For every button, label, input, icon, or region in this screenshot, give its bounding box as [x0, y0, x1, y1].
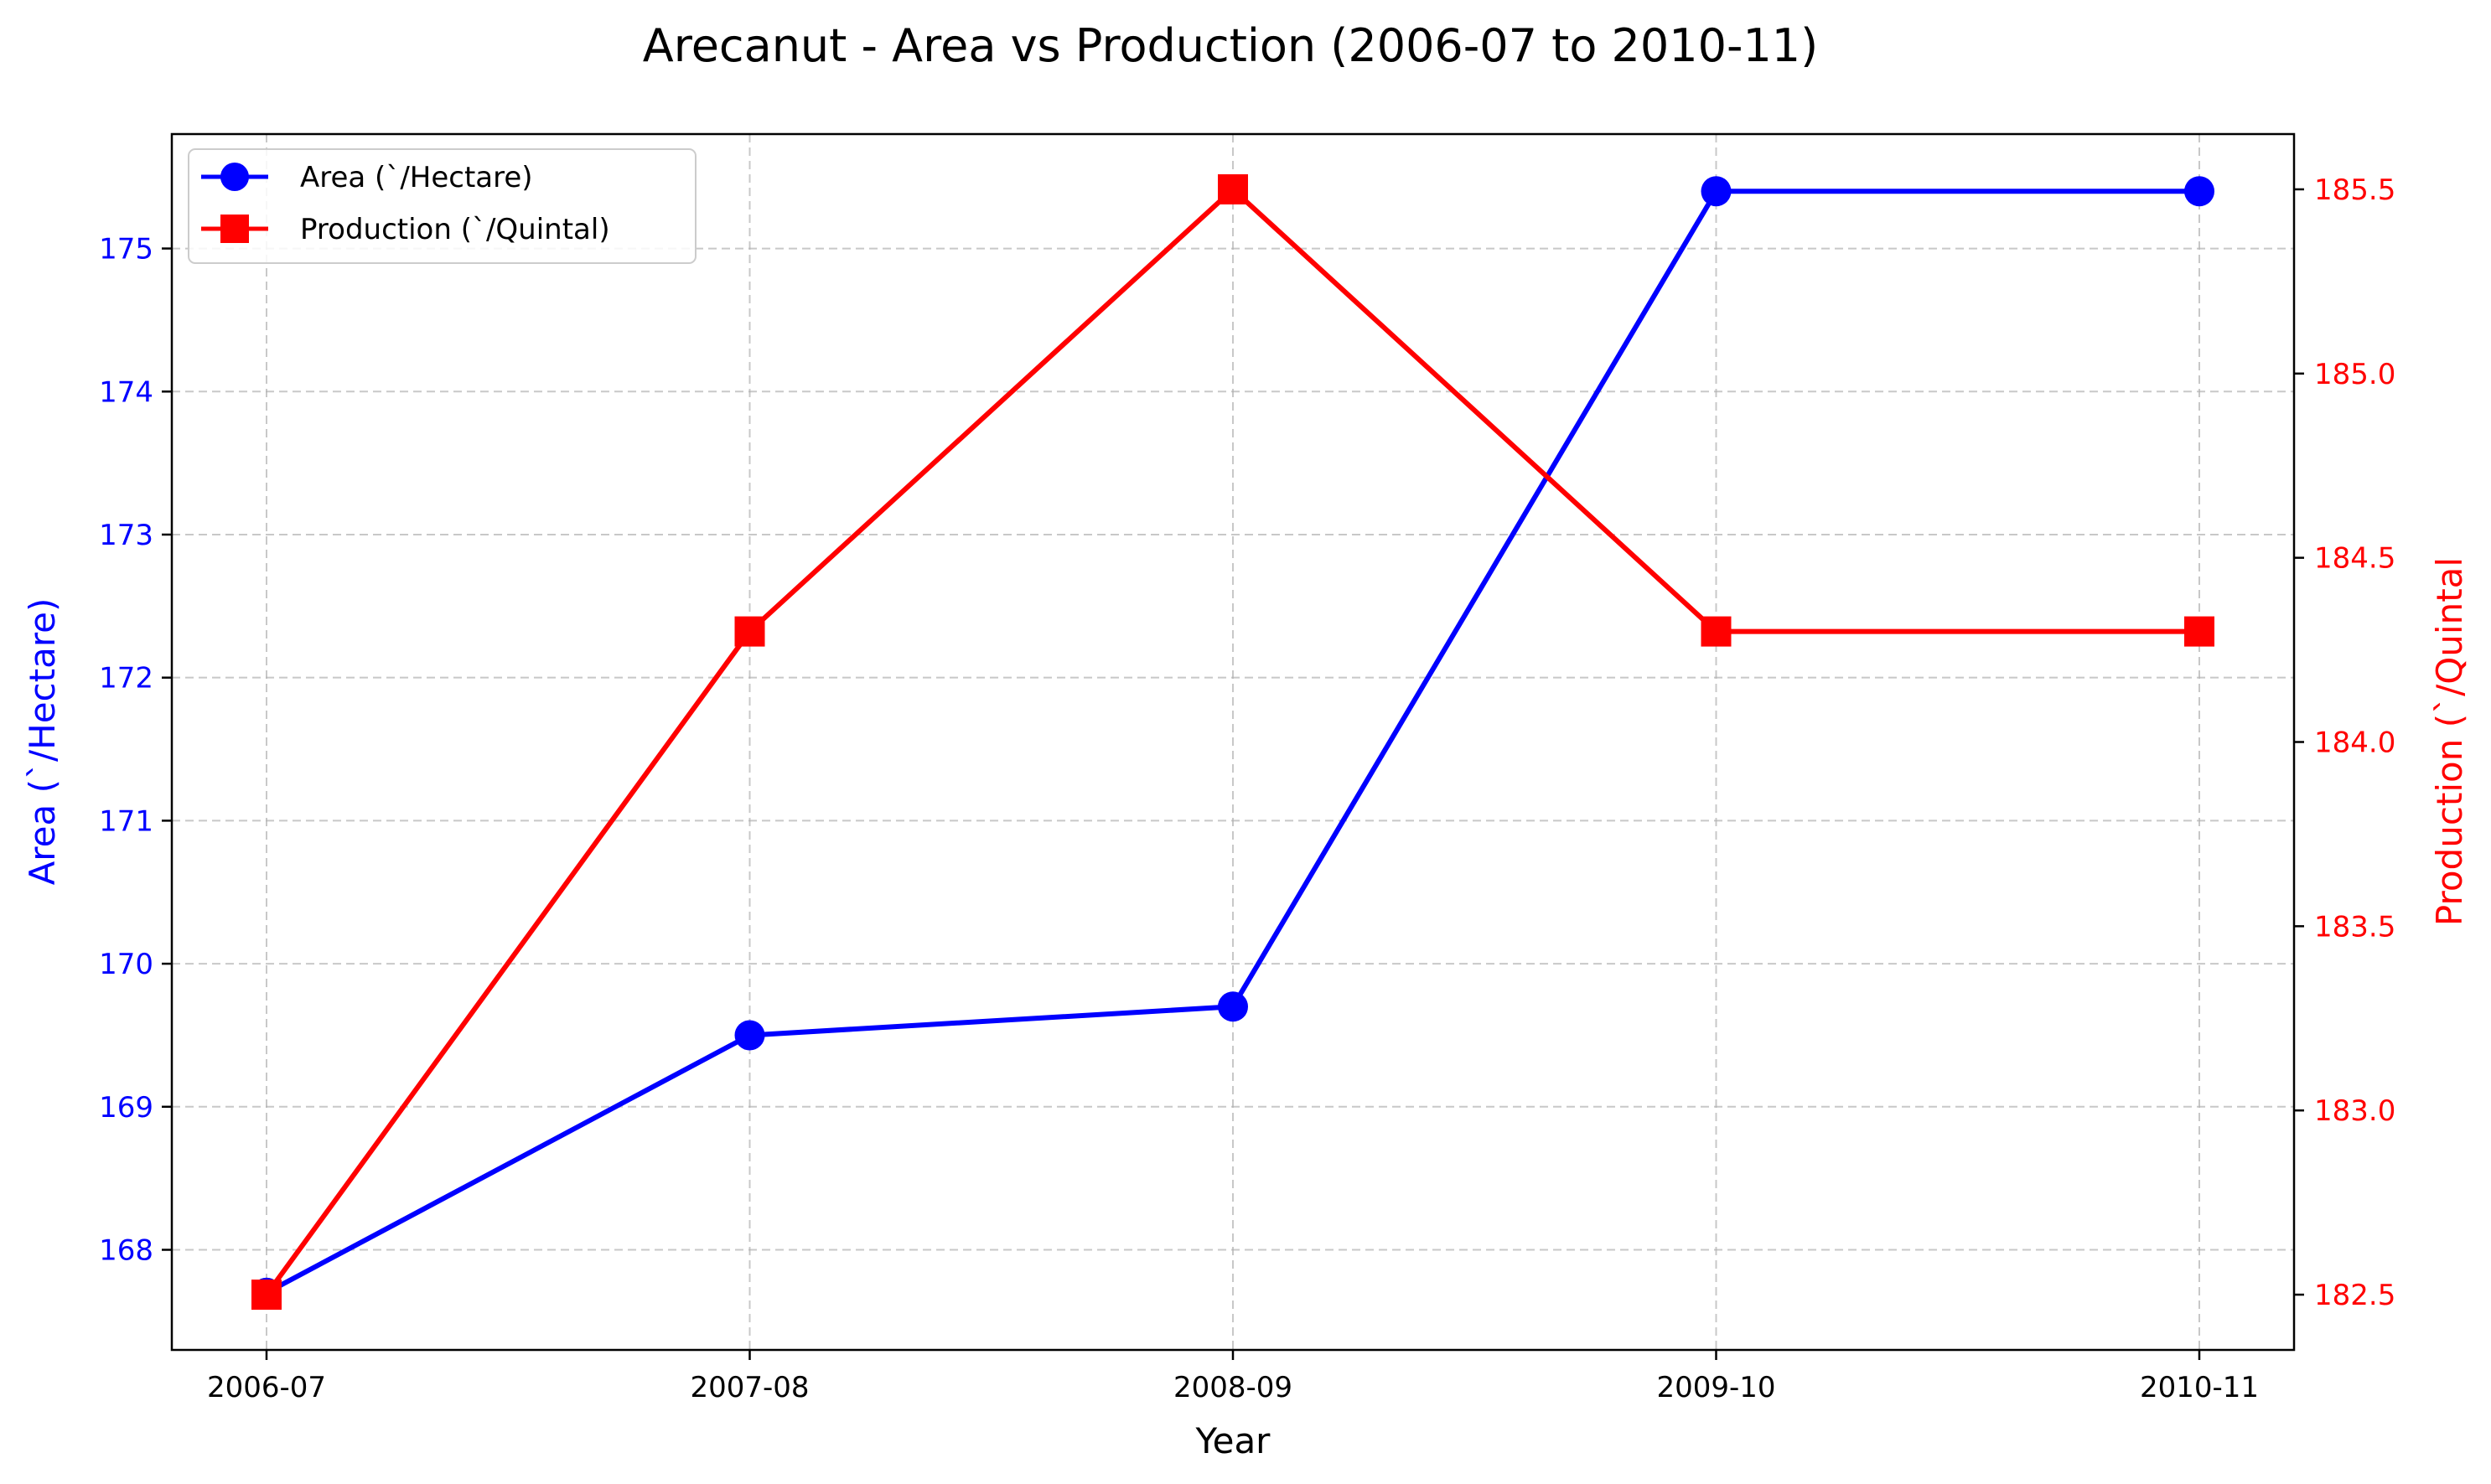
- y-left-tick-label: 170: [99, 948, 153, 981]
- legend-marker-production: [220, 215, 249, 243]
- legend: Area (`/Hectare) Production (`/Quintal): [188, 148, 697, 264]
- axes: 2006-07 2007-08 2008-09 2009-10 2010-11 168 16…: [99, 173, 2395, 1404]
- series-layer: [251, 173, 2214, 1311]
- y-right-tick-label: 183.0: [2314, 1094, 2395, 1128]
- legend-box: [188, 148, 697, 264]
- x-tick-label: 2008-09: [1173, 1371, 1292, 1404]
- x-tick-label: 2007-08: [690, 1371, 809, 1404]
- y-left-tick-label: 174: [99, 375, 153, 409]
- y-right-tick-label: 185.5: [2314, 173, 2395, 207]
- data-point-production: [1701, 616, 1732, 647]
- y-right-tick-label: 183.5: [2314, 910, 2395, 944]
- y-axis-right-title: Production (`/Quintal: [2429, 557, 2470, 926]
- data-point-production: [1218, 173, 1248, 204]
- data-point-area: [1701, 176, 1732, 207]
- x-tick-label: 2006-07: [207, 1371, 326, 1404]
- y-left-tick-label: 168: [99, 1234, 153, 1268]
- y-left-tick-label: 171: [99, 804, 153, 838]
- y-right-tick-label: 184.5: [2314, 542, 2395, 576]
- legend-marker-area: [220, 163, 249, 191]
- data-point-area: [2184, 176, 2214, 207]
- data-point-area: [734, 1020, 765, 1051]
- y-left-tick-label: 172: [99, 662, 153, 695]
- x-axis-title: Year: [1195, 1420, 1271, 1461]
- y-left-tick-label: 173: [99, 519, 153, 552]
- y-right-tick-label: 184.0: [2314, 726, 2395, 760]
- data-point-production: [2184, 616, 2214, 647]
- legend-label-production: Production (`/Quintal): [300, 213, 610, 246]
- chart-title: Arecanut - Area vs Production (2006-07 t…: [643, 19, 1818, 72]
- x-tick-label: 2010-11: [2140, 1371, 2259, 1404]
- data-point-area: [1218, 991, 1248, 1022]
- x-tick-label: 2009-10: [1656, 1371, 1775, 1404]
- legend-label-area: Area (`/Hectare): [300, 161, 533, 194]
- data-point-production: [251, 1280, 282, 1311]
- data-point-production: [734, 616, 765, 647]
- y-left-tick-label: 175: [99, 233, 153, 266]
- y-axis-left-title: Area (`/Hectare): [22, 598, 63, 886]
- y-left-tick-label: 169: [99, 1091, 153, 1125]
- y-right-tick-label: 185.0: [2314, 358, 2395, 391]
- y-right-tick-label: 182.5: [2314, 1279, 2395, 1312]
